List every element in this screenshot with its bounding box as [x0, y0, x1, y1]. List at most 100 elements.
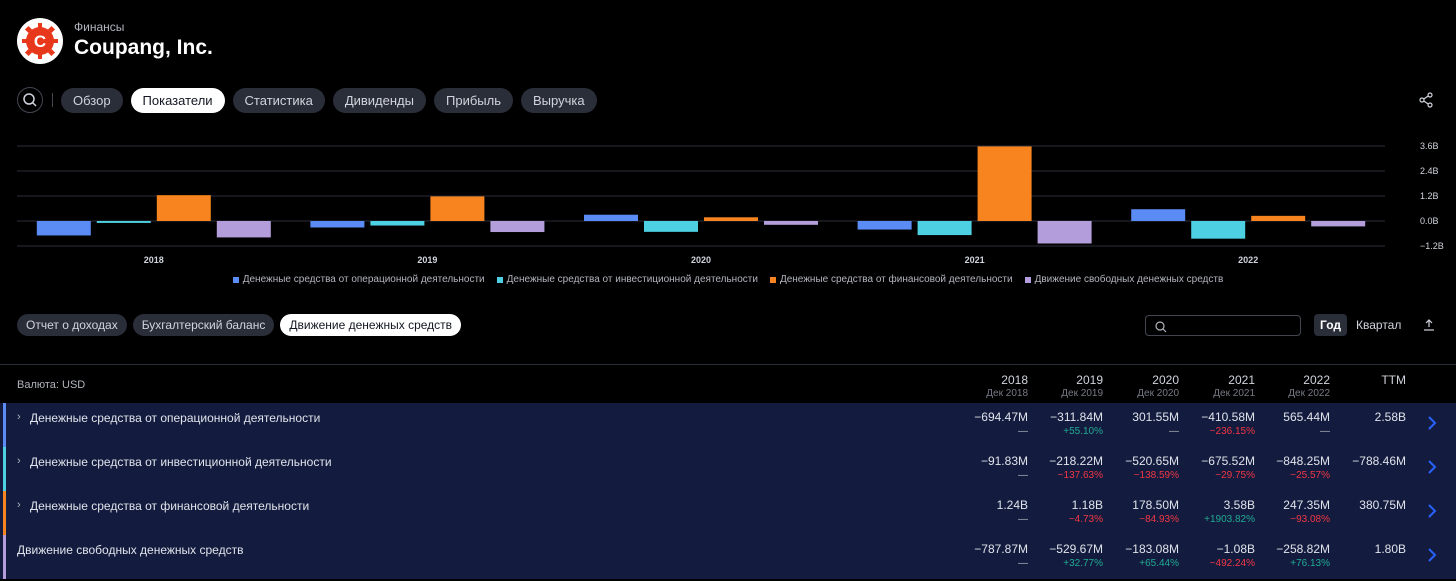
column-header-2020: 2020 Дек 2020 [1099, 373, 1179, 401]
column-header-2021: 2021 Дек 2021 [1175, 373, 1255, 401]
chart-bar[interactable] [370, 221, 425, 226]
chart-bar[interactable] [584, 214, 638, 221]
company-name: Coupang, Inc. [74, 36, 213, 59]
chart-bar[interactable] [977, 146, 1032, 221]
table-row-financing[interactable]: › Денежные средства от финансовой деятел… [0, 491, 1456, 535]
row-color-marker [3, 535, 6, 579]
x-tick-label: 2022 [1238, 255, 1258, 265]
tab-revenue[interactable]: Выручка [520, 88, 597, 113]
tab-indicators[interactable]: Показатели [130, 88, 225, 113]
share-button[interactable] [1418, 92, 1434, 113]
table-row-operating[interactable]: › Денежные средства от операционной деят… [0, 403, 1456, 447]
section-title: Финансы [74, 20, 125, 34]
chart-bar[interactable] [96, 221, 151, 223]
table-cell: 1.80B [1326, 542, 1406, 557]
legend-item-financing[interactable]: Денежные средства от финансовой деятельн… [769, 274, 1013, 285]
expand-chevron-icon[interactable]: › [17, 499, 21, 511]
table-cell: −694.47M — [948, 410, 1028, 439]
table-cell: 178.50M −84.93% [1099, 498, 1179, 527]
expand-chevron-icon[interactable]: › [17, 411, 21, 423]
chart-bar[interactable] [156, 195, 211, 221]
chart-bar[interactable] [1251, 215, 1306, 221]
table-cell: 1.18B −4.73% [1023, 498, 1103, 527]
table-cell: 301.55M — [1099, 410, 1179, 439]
cell-change: — [1320, 426, 1330, 437]
column-date: Дек 2018 [986, 388, 1028, 399]
legend-label: Денежные средства от финансовой деятельн… [779, 274, 1013, 285]
cell-change: −492.24% [1209, 558, 1255, 569]
search-button[interactable] [17, 87, 43, 113]
company-logo: C [17, 18, 63, 64]
chart-bar[interactable] [704, 217, 758, 221]
chart-bar[interactable] [857, 221, 912, 230]
row-details-arrow-icon[interactable] [1426, 546, 1438, 564]
column-year: 2021 [1228, 373, 1255, 387]
cell-value: 247.35M [1283, 498, 1330, 512]
tab-earnings[interactable]: Прибыль [434, 88, 513, 113]
tab-balance-sheet[interactable]: Бухгалтерский баланс [132, 314, 275, 336]
legend-swatch [769, 276, 776, 283]
legend-item-investing[interactable]: Денежные средства от инвестиционной деят… [496, 274, 758, 285]
logo-letter: C [34, 32, 46, 51]
y-tick-label: 3.6B [1420, 141, 1439, 151]
expand-chevron-icon[interactable]: › [17, 455, 21, 467]
cell-value: −258.82M [1276, 542, 1330, 556]
table-cell: −520.65M −138.59% [1099, 454, 1179, 483]
chart-bar[interactable] [36, 221, 91, 236]
row-details-arrow-icon[interactable] [1426, 414, 1438, 432]
column-header-2022: 2022 Дек 2022 [1250, 373, 1330, 401]
chart-bar[interactable] [644, 221, 698, 232]
table-cell: −848.25M −25.57% [1250, 454, 1330, 483]
tab-cash-flow[interactable]: Движение денежных средств [280, 314, 462, 336]
row-color-marker [3, 403, 6, 447]
y-tick-label: 1.2B [1420, 191, 1439, 201]
cell-change: −25.57% [1290, 470, 1330, 481]
legend-label: Денежные средства от инвестиционной деят… [506, 274, 758, 285]
row-details-arrow-icon[interactable] [1426, 458, 1438, 476]
cell-value: −848.25M [1276, 454, 1330, 468]
chart-bar[interactable] [1191, 221, 1246, 239]
cell-value: −311.84M [1050, 410, 1103, 424]
chart-bar[interactable] [917, 221, 972, 236]
period-year-button[interactable]: Год [1314, 314, 1347, 336]
cell-value: 301.55M [1132, 410, 1179, 424]
cell-value: −788.46M [1352, 454, 1406, 468]
legend-item-operating[interactable]: Денежные средства от операционной деятел… [232, 274, 485, 285]
row-details-arrow-icon[interactable] [1426, 502, 1438, 520]
cell-change: +55.10% [1063, 426, 1103, 437]
table-cell: 1.24B — [948, 498, 1028, 527]
search-icon [1155, 321, 1167, 333]
table-cell: 565.44M — [1250, 410, 1330, 439]
chart-bar[interactable] [216, 221, 271, 238]
table-search-input[interactable] [1145, 315, 1301, 336]
legend-item-free-cash-flow[interactable]: Движение свободных денежных средств [1024, 274, 1223, 285]
cell-change: −84.93% [1139, 514, 1179, 525]
cell-change: −137.63% [1057, 470, 1103, 481]
tab-statistics[interactable]: Статистика [232, 88, 325, 113]
export-button[interactable] [1422, 318, 1436, 337]
nav-tabs: Обзор Показатели Статистика Дивиденды Пр… [61, 88, 597, 113]
cell-value: 3.58B [1223, 498, 1255, 512]
chart-bar[interactable] [1131, 209, 1186, 221]
chart-bar[interactable] [1311, 221, 1366, 227]
table-row-free-cash-flow[interactable]: Движение свободных денежных средств −787… [0, 535, 1456, 579]
table-row-investing[interactable]: › Денежные средства от инвестиционной де… [0, 447, 1456, 491]
period-quarter-button[interactable]: Квартал [1356, 318, 1402, 332]
cell-value: 1.18B [1071, 498, 1103, 512]
tab-overview[interactable]: Обзор [61, 88, 123, 113]
column-header-2018: 2018 Дек 2018 [948, 373, 1028, 401]
chart-bar[interactable] [310, 221, 365, 228]
tab-income-statement[interactable]: Отчет о доходах [17, 314, 127, 336]
chart-bar[interactable] [430, 196, 485, 221]
cell-change: +32.77% [1063, 558, 1103, 569]
table-cell: −91.83M — [948, 454, 1028, 483]
chart-bar[interactable] [764, 221, 818, 225]
column-year: 2020 [1152, 373, 1179, 387]
chart-bar[interactable] [1037, 221, 1092, 244]
chart-bar[interactable] [490, 221, 545, 233]
table-cell: −1.08B −492.24% [1175, 542, 1255, 571]
tab-dividends[interactable]: Дивиденды [332, 88, 426, 113]
row-label: Денежные средства от инвестиционной деят… [30, 455, 332, 469]
x-tick-label: 2020 [691, 255, 711, 265]
x-tick-label: 2019 [417, 255, 437, 265]
